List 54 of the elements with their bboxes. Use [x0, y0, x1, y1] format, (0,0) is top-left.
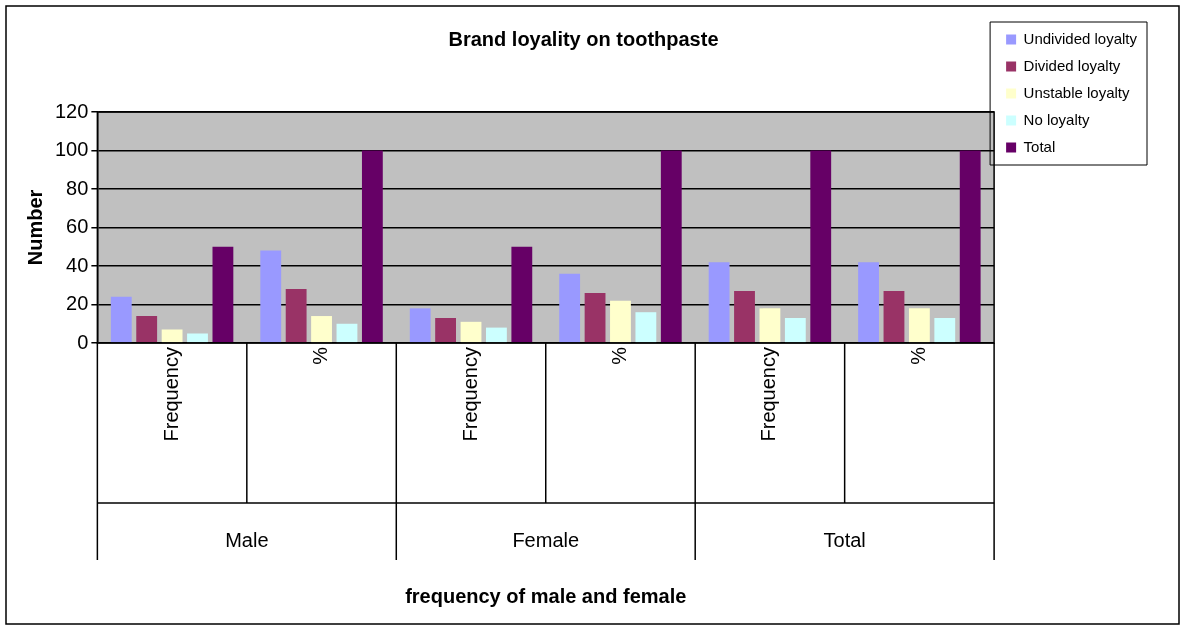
legend-label: No loyalty	[1023, 110, 1090, 128]
bar	[161, 329, 183, 343]
bar	[610, 300, 631, 343]
y-axis-title: Number	[23, 189, 46, 266]
bar	[734, 291, 755, 343]
text: Female	[512, 528, 580, 551]
y-tick-label: 80	[66, 176, 89, 199]
bar	[784, 317, 806, 343]
legend-label: Unstable loyalty	[1023, 83, 1130, 101]
bar	[212, 246, 234, 343]
bar	[136, 316, 158, 343]
y-tick-label: 0	[77, 330, 89, 353]
bar	[511, 246, 533, 343]
bar	[635, 312, 657, 343]
bar	[311, 316, 332, 343]
bar	[759, 308, 781, 343]
bar	[361, 150, 383, 343]
text: Total	[823, 528, 866, 551]
bar	[486, 327, 507, 343]
bar	[883, 291, 905, 343]
bar	[584, 292, 606, 343]
bar	[660, 150, 682, 343]
y-tick-label: 20	[66, 292, 89, 315]
bar	[110, 296, 132, 343]
bar	[460, 321, 482, 343]
bar	[810, 150, 832, 343]
y-tick-label: 100	[54, 138, 89, 161]
bar	[336, 323, 358, 343]
x-tick-label: Frequency	[757, 347, 780, 442]
x-tick-label: %	[906, 346, 929, 365]
x-tick-label: Frequency	[458, 347, 481, 442]
bar	[934, 317, 956, 343]
x-tick-label: %	[607, 346, 630, 365]
bar	[435, 317, 457, 343]
bar	[260, 250, 282, 343]
legend-label: Total	[1023, 137, 1056, 155]
y-tick-label: 120	[54, 99, 89, 122]
bar	[908, 308, 930, 343]
legend-label: Divided loyalty	[1023, 56, 1121, 74]
bar	[187, 333, 208, 343]
y-tick-label: 60	[66, 215, 89, 238]
bar	[708, 262, 730, 343]
y-tick-label: 40	[66, 253, 89, 276]
bar	[559, 273, 581, 343]
bar	[959, 150, 981, 343]
x-tick-label: Frequency	[159, 347, 182, 442]
bar	[285, 289, 307, 343]
x-tick-label: %	[309, 346, 332, 365]
text: Male	[225, 528, 269, 551]
chart-title: Brand loyality on toothpaste	[448, 27, 719, 50]
bar	[409, 308, 431, 343]
legend-label: Undivided loyalty	[1023, 29, 1138, 47]
bar	[858, 262, 879, 343]
text: frequency of male and female	[405, 584, 687, 607]
